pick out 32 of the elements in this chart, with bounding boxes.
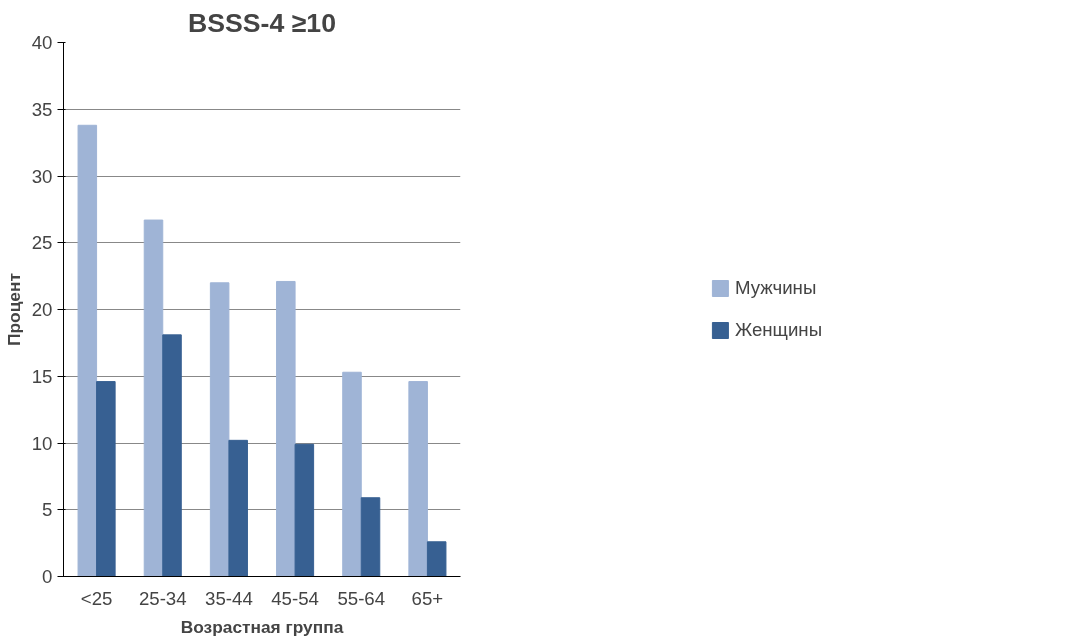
y-tick-label: 5 xyxy=(42,499,53,521)
y-tick-label: 35 xyxy=(31,98,53,120)
bar xyxy=(294,443,315,577)
bar xyxy=(77,124,98,577)
bar xyxy=(143,219,164,577)
bar xyxy=(209,282,230,577)
y-tick-label: 40 xyxy=(31,32,53,53)
y-tick-label: 25 xyxy=(31,232,53,254)
legend-label: Женщины xyxy=(734,319,823,341)
bar xyxy=(276,280,296,577)
x-tick-label: 35-44 xyxy=(205,587,253,609)
x-tick-label: 65+ xyxy=(411,587,444,609)
legend-label: Мужчины xyxy=(734,277,817,299)
bar xyxy=(408,381,428,577)
y-tick-label: 20 xyxy=(31,299,53,320)
bar xyxy=(228,439,248,577)
y-tick-label: 10 xyxy=(31,432,53,454)
bar xyxy=(342,371,362,577)
bar xyxy=(426,541,447,577)
y-tick-label: 0 xyxy=(42,566,53,587)
y-tick-label: 30 xyxy=(31,165,53,187)
bar xyxy=(162,334,182,577)
x-axis-title: Возрастная группа xyxy=(180,616,344,637)
x-tick-label: 45-54 xyxy=(271,587,319,609)
y-tick-label: 15 xyxy=(31,365,53,387)
x-tick-label: 25-34 xyxy=(138,587,187,609)
y-axis-title: Процент xyxy=(3,273,24,346)
x-tick-label: <25 xyxy=(80,587,113,609)
chart-title: BSSS-4 ≥10 xyxy=(188,7,336,38)
x-tick-label: 55-64 xyxy=(337,587,386,609)
bar xyxy=(360,497,381,577)
bar xyxy=(96,381,116,577)
